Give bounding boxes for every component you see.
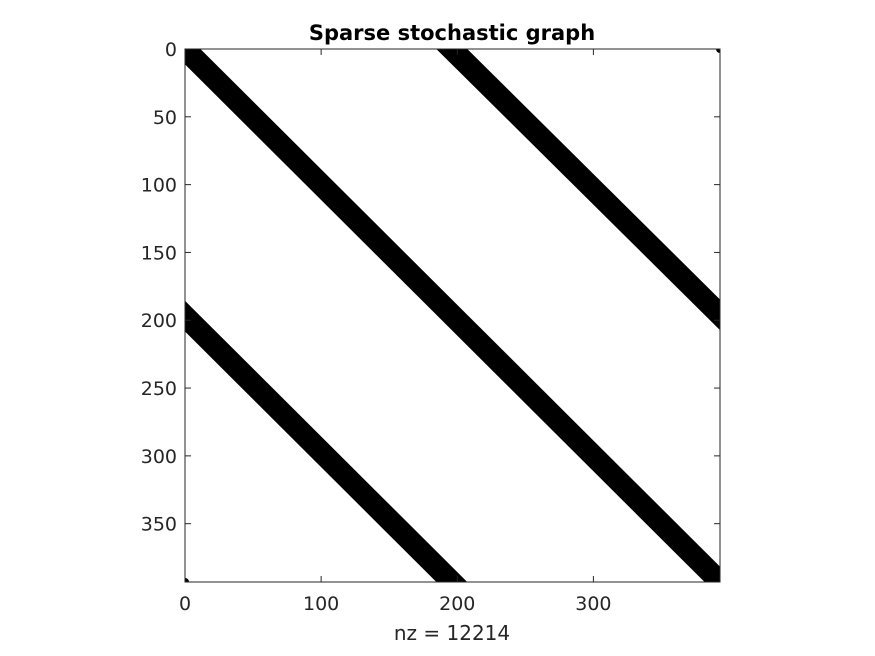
y-tick-label: 50 [153, 107, 177, 129]
y-tick-label: 350 [141, 514, 177, 536]
x-tick-label: 100 [303, 593, 339, 615]
y-tick-label: 0 [165, 39, 177, 61]
y-tick-label: 200 [141, 310, 177, 332]
x-tick-label: 200 [439, 593, 475, 615]
x-tick-label: 0 [179, 593, 191, 615]
chart-title: Sparse stochastic graph [309, 21, 595, 45]
x-axis-label: nz = 12214 [394, 621, 510, 645]
y-tick-label: 300 [141, 446, 177, 468]
y-tick-label: 150 [141, 242, 177, 264]
y-tick-label: 250 [141, 378, 177, 400]
y-tick-label: 100 [141, 175, 177, 197]
x-tick-label: 300 [575, 593, 611, 615]
